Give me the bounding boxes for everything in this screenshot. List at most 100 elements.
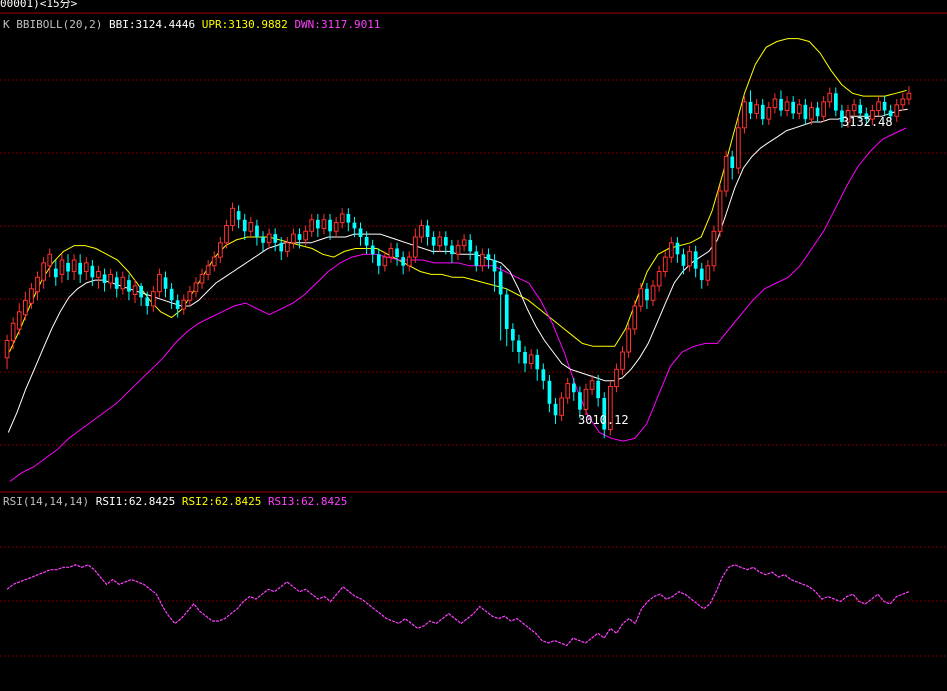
candle [888, 104, 893, 122]
candle [894, 99, 900, 122]
candle-body [699, 268, 704, 281]
candle [175, 294, 180, 318]
candle-body [139, 285, 143, 298]
candle-body [766, 107, 772, 120]
candle-body [41, 262, 46, 281]
candle-body [23, 299, 28, 316]
candle-body [163, 277, 168, 289]
candle-body [511, 329, 515, 341]
candle [370, 239, 375, 263]
candle [205, 260, 211, 281]
candle [90, 260, 95, 286]
candle [193, 277, 199, 298]
candle [35, 271, 40, 301]
candle [705, 260, 711, 286]
rsi3-label: RSI3: [267, 495, 302, 508]
candle [54, 260, 58, 286]
candle-body [291, 233, 296, 244]
candle-body [236, 211, 241, 220]
candle-body [687, 250, 692, 267]
candle-body [645, 288, 649, 301]
candle-body [169, 288, 174, 301]
candle-body [90, 265, 95, 278]
candle-body [437, 236, 443, 247]
candle [108, 268, 114, 289]
candle-body [559, 397, 564, 416]
candle-body [858, 104, 863, 114]
candle-body [796, 104, 802, 114]
candle [638, 283, 644, 312]
candle-body [114, 277, 119, 289]
candle-body [864, 113, 869, 120]
candle-body [894, 104, 900, 117]
candle-body [596, 380, 600, 399]
candle-body [480, 253, 485, 267]
candle [346, 208, 351, 232]
candlesticks [4, 86, 912, 439]
candle [870, 104, 875, 125]
candle-body [565, 383, 571, 399]
candle-body [157, 273, 162, 293]
candle-body [578, 392, 582, 410]
candle-body [66, 262, 70, 272]
candle [796, 99, 802, 120]
candle [535, 349, 540, 381]
candle [450, 239, 454, 263]
candle [699, 262, 704, 289]
candle-body [382, 256, 388, 267]
indicator-name: K BBIBOLL(20,2) [3, 18, 103, 31]
candle [906, 86, 912, 105]
candle-body [693, 251, 698, 269]
candle [858, 99, 863, 120]
candle-body [626, 328, 631, 353]
candle-body [669, 242, 674, 258]
candle [218, 237, 223, 263]
candle-body [425, 225, 430, 237]
candle-body [266, 233, 272, 244]
candle-body [16, 311, 22, 330]
candle [693, 245, 698, 278]
candle [461, 234, 467, 252]
candle-body [181, 299, 187, 310]
candle [711, 225, 717, 272]
candle [717, 185, 723, 237]
candle [474, 245, 479, 272]
candle [255, 219, 259, 246]
candle [511, 323, 515, 352]
candle-body [876, 101, 881, 112]
rsi3-value: 62.8425 [301, 495, 348, 508]
candle [406, 251, 412, 272]
candle [4, 334, 10, 370]
candle [120, 271, 126, 295]
candle-body [395, 248, 399, 258]
candle-body [809, 107, 814, 120]
candle [645, 283, 649, 309]
candle [187, 285, 193, 306]
high-price-annotation: 3132.48 [842, 115, 893, 129]
candle [47, 248, 53, 278]
dwn-value: 3117.9011 [320, 18, 381, 31]
candle [547, 375, 552, 413]
candle-body [303, 230, 308, 241]
candle-body [151, 291, 156, 307]
candle [181, 294, 187, 315]
candle-body [10, 322, 16, 342]
candle-body [541, 369, 546, 381]
candle [377, 248, 381, 275]
candle-body [352, 222, 357, 229]
candle-body [900, 98, 906, 106]
candle-body [717, 190, 723, 232]
candle-body [468, 239, 473, 252]
candle-body [779, 99, 783, 111]
candle [632, 300, 638, 335]
grid-lines [0, 12, 947, 657]
candle-body [589, 380, 595, 390]
candle-body [444, 237, 448, 246]
candle-body [309, 219, 315, 232]
candle [431, 231, 436, 255]
candle [41, 257, 46, 289]
candle-body [431, 237, 436, 246]
candle [736, 116, 741, 174]
candle-body [145, 297, 150, 306]
